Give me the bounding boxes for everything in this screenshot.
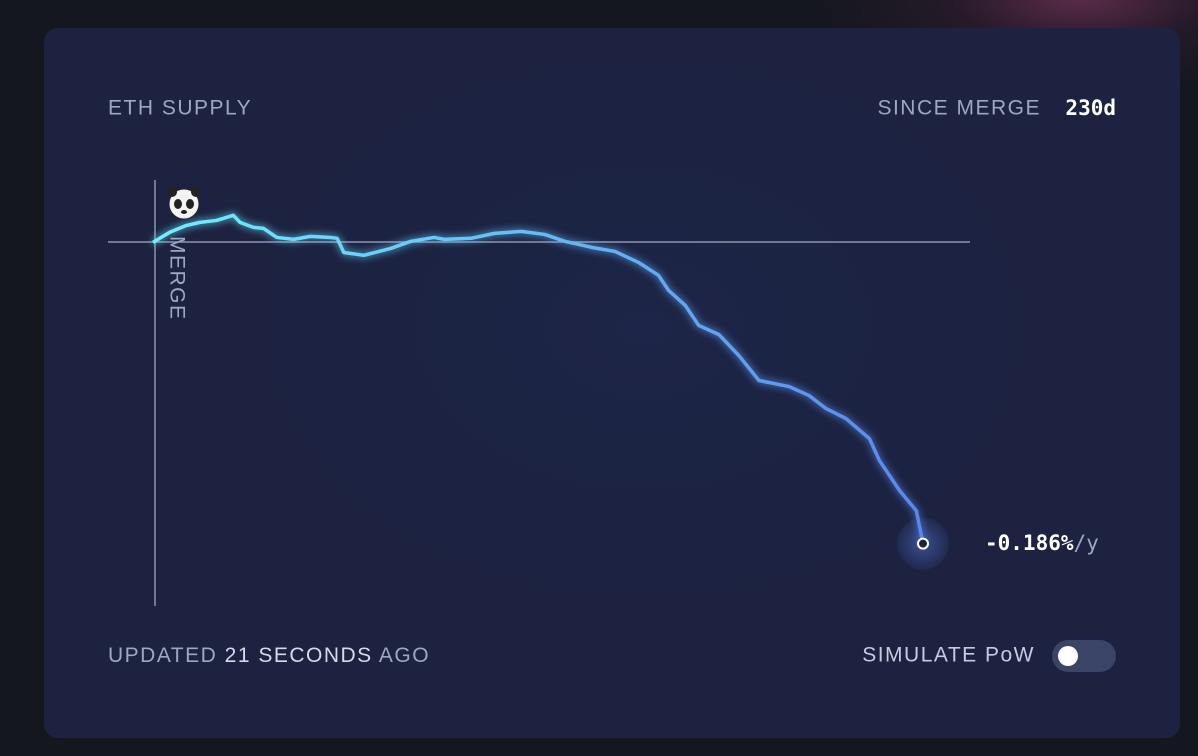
since-merge-label: SINCE MERGE <box>877 97 1041 120</box>
toggle[interactable] <box>1052 640 1116 672</box>
toggle-label: SIMULATE PoW <box>862 644 1035 667</box>
card <box>44 28 1180 738</box>
ago: AGO <box>379 644 430 667</box>
updated-text: UPDATED 21 SECONDS AGO <box>108 644 430 667</box>
updated: UPDATED <box>108 644 217 667</box>
age: 21 SECONDS <box>225 644 373 667</box>
end-unit: /y <box>1074 531 1099 555</box>
merge-annotation: MERGE <box>165 236 188 321</box>
panda-icon <box>167 187 201 220</box>
chart-title: ETH SUPPLY <box>108 97 252 120</box>
end-label: -0.186%/y <box>985 531 1099 555</box>
since-merge-value: 230d <box>1065 96 1116 120</box>
supply-line <box>152 213 925 544</box>
end-value: -0.186% <box>985 531 1074 555</box>
end-point <box>917 537 929 550</box>
